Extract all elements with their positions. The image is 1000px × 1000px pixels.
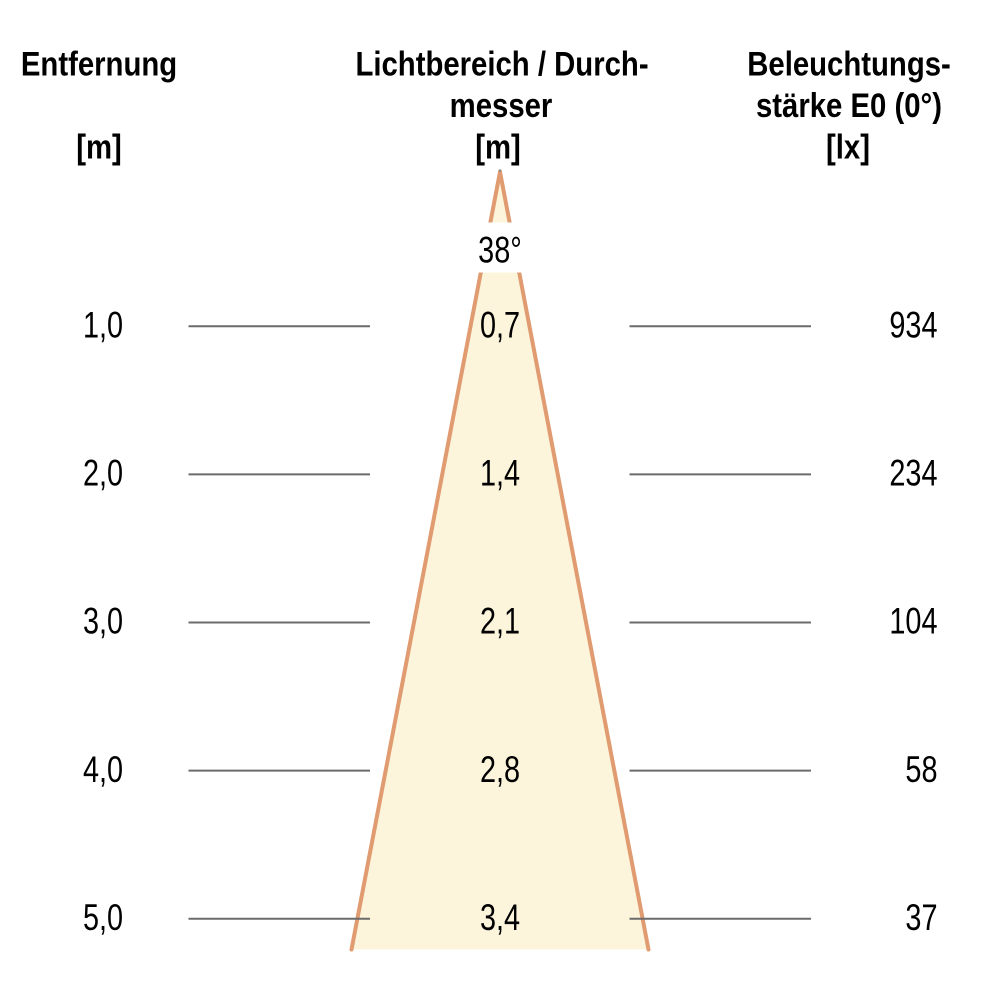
svg-text:58: 58 [905, 749, 937, 790]
svg-text:38°: 38° [478, 230, 522, 271]
svg-text:1,0: 1,0 [83, 305, 123, 346]
svg-text:2,8: 2,8 [480, 749, 520, 790]
svg-text:[m]: [m] [475, 127, 521, 166]
svg-text:4,0: 4,0 [83, 749, 123, 790]
svg-text:2,1: 2,1 [480, 601, 520, 642]
svg-text:messer: messer [450, 86, 553, 125]
svg-text:104: 104 [889, 601, 937, 642]
svg-text:0,7: 0,7 [480, 305, 520, 346]
svg-text:[m]: [m] [76, 127, 122, 166]
svg-text:3,4: 3,4 [480, 898, 520, 939]
svg-text:234: 234 [889, 453, 937, 494]
svg-text:2,0: 2,0 [83, 453, 123, 494]
svg-text:934: 934 [889, 305, 937, 346]
svg-text:stärke E0 (0°): stärke E0 (0°) [756, 86, 942, 125]
svg-text:Lichtbereich / Durch-: Lichtbereich / Durch- [355, 44, 648, 83]
svg-text:37: 37 [905, 898, 937, 939]
svg-text:3,0: 3,0 [83, 601, 123, 642]
svg-text:[lx]: [lx] [826, 127, 870, 166]
svg-text:5,0: 5,0 [83, 898, 123, 939]
svg-text:1,4: 1,4 [480, 453, 520, 494]
svg-text:Entfernung: Entfernung [21, 44, 177, 83]
svg-text:Beleuchtungs-: Beleuchtungs- [747, 44, 951, 83]
